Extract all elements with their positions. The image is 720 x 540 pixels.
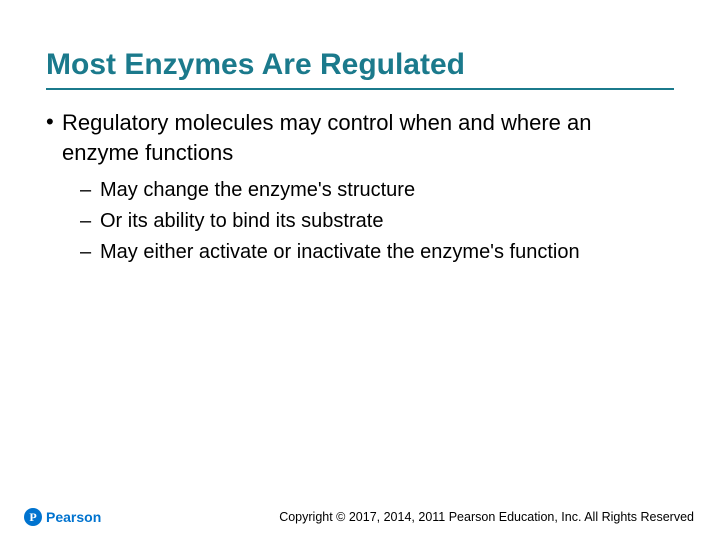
bullet-level1: • Regulatory molecules may control when …	[46, 108, 674, 167]
brand: P Pearson	[24, 508, 101, 526]
dash-marker: –	[80, 177, 100, 204]
sub-bullet: – Or its ability to bind its substrate	[80, 208, 674, 235]
slide-title: Most Enzymes Are Regulated	[46, 48, 674, 82]
footer: P Pearson Copyright © 2017, 2014, 2011 P…	[0, 508, 720, 526]
dash-marker: –	[80, 239, 100, 266]
pearson-logo-icon: P	[24, 508, 42, 526]
sub-bullet: – May either activate or inactivate the …	[80, 239, 674, 266]
bullet-text: Regulatory molecules may control when an…	[62, 108, 674, 167]
bullet-marker: •	[46, 108, 62, 137]
content-area: • Regulatory molecules may control when …	[46, 108, 674, 266]
sub-bullet-text: Or its ability to bind its substrate	[100, 208, 383, 235]
title-underline	[46, 88, 674, 90]
sub-bullet-text: May either activate or inactivate the en…	[100, 239, 580, 266]
sub-bullet-list: – May change the enzyme's structure – Or…	[80, 177, 674, 266]
slide: Most Enzymes Are Regulated • Regulatory …	[0, 0, 720, 540]
dash-marker: –	[80, 208, 100, 235]
sub-bullet: – May change the enzyme's structure	[80, 177, 674, 204]
copyright-text: Copyright © 2017, 2014, 2011 Pearson Edu…	[279, 510, 694, 524]
brand-name: Pearson	[46, 509, 101, 525]
sub-bullet-text: May change the enzyme's structure	[100, 177, 415, 204]
